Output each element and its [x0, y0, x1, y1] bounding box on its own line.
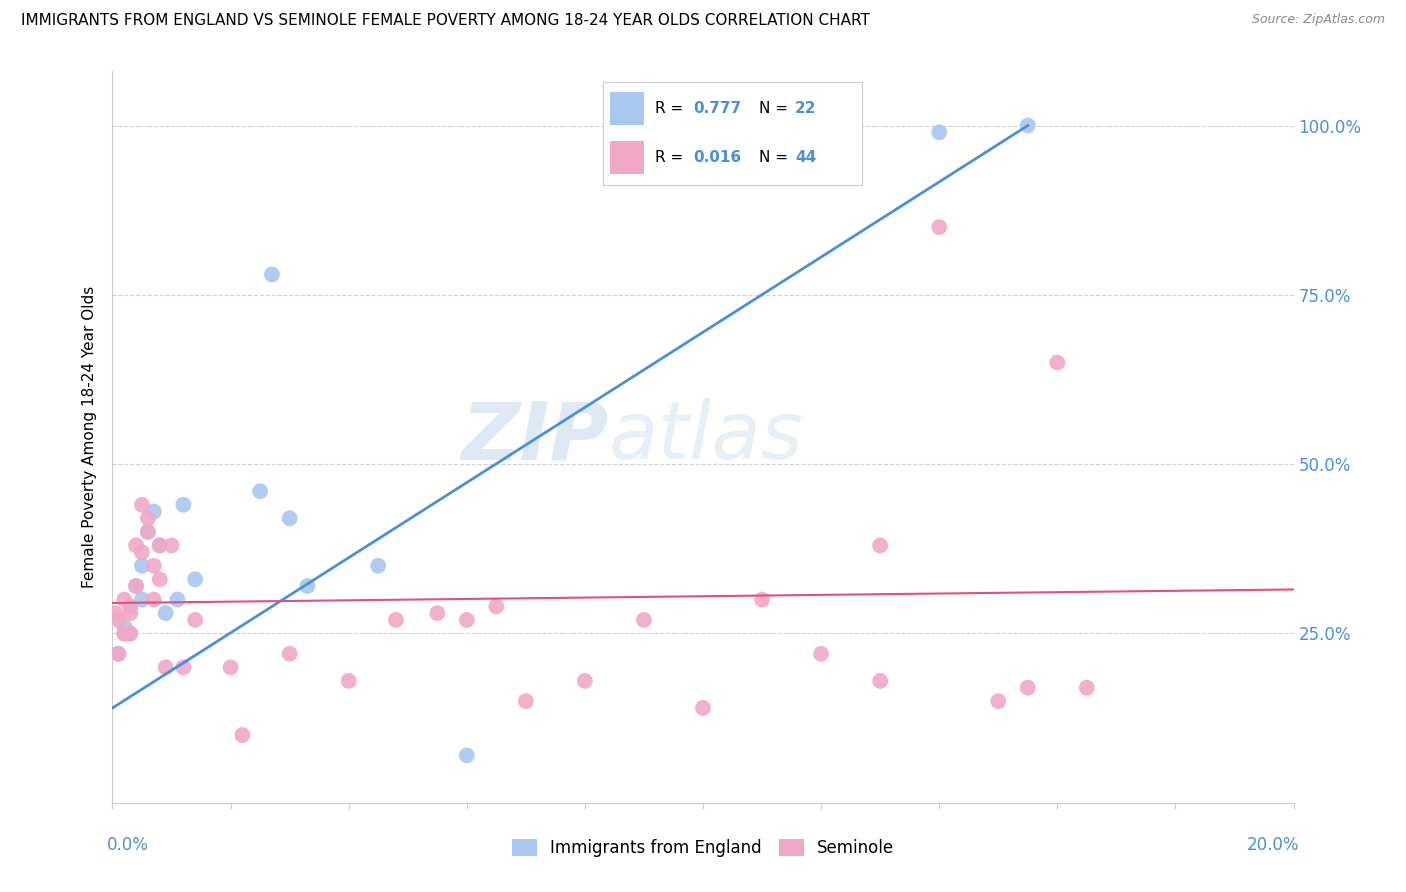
Point	[810, 647, 832, 661]
Text: Source: ZipAtlas.com: Source: ZipAtlas.com	[1251, 13, 1385, 27]
Point	[869, 673, 891, 688]
Point	[107, 647, 129, 661]
Point	[633, 613, 655, 627]
Point	[120, 599, 142, 614]
Point	[751, 592, 773, 607]
FancyBboxPatch shape	[610, 141, 644, 175]
Text: 0.777: 0.777	[693, 101, 742, 116]
Text: 22: 22	[794, 101, 817, 116]
Text: N =: N =	[758, 150, 793, 165]
Point	[125, 579, 148, 593]
Point	[136, 524, 159, 539]
Point	[367, 558, 389, 573]
Point	[166, 592, 188, 607]
Point	[456, 748, 478, 763]
Point	[120, 626, 142, 640]
Point	[456, 613, 478, 627]
Point	[1046, 355, 1069, 369]
Point	[120, 599, 142, 614]
Point	[426, 606, 449, 620]
Point	[184, 572, 207, 586]
Point	[136, 524, 159, 539]
Point	[142, 592, 165, 607]
Text: 0.0%: 0.0%	[107, 836, 149, 854]
Point	[149, 572, 172, 586]
Legend: Immigrants from England, Seminole: Immigrants from England, Seminole	[505, 832, 901, 864]
Point	[515, 694, 537, 708]
Point	[155, 660, 177, 674]
Point	[574, 673, 596, 688]
Point	[278, 511, 301, 525]
Point	[869, 538, 891, 552]
Point	[112, 592, 135, 607]
Point	[1076, 681, 1098, 695]
Text: 44: 44	[794, 150, 815, 165]
Point	[928, 125, 950, 139]
Point	[120, 606, 142, 620]
Point	[142, 558, 165, 573]
Point	[155, 606, 177, 620]
Point	[337, 673, 360, 688]
Point	[136, 511, 159, 525]
Text: 0.016: 0.016	[693, 150, 742, 165]
Text: R =: R =	[655, 101, 688, 116]
Text: IMMIGRANTS FROM ENGLAND VS SEMINOLE FEMALE POVERTY AMONG 18-24 YEAR OLDS CORRELA: IMMIGRANTS FROM ENGLAND VS SEMINOLE FEMA…	[21, 13, 870, 29]
Point	[1017, 681, 1039, 695]
Point	[131, 545, 153, 559]
Point	[249, 484, 271, 499]
Point	[131, 592, 153, 607]
Point	[297, 579, 319, 593]
Point	[104, 606, 127, 620]
Point	[107, 647, 129, 661]
Point	[112, 626, 135, 640]
Point	[131, 558, 153, 573]
Point	[385, 613, 408, 627]
Point	[112, 626, 135, 640]
Point	[172, 660, 194, 674]
Point	[219, 660, 242, 674]
Point	[278, 647, 301, 661]
FancyBboxPatch shape	[610, 92, 644, 126]
Point	[231, 728, 253, 742]
Point	[107, 613, 129, 627]
Point	[1017, 119, 1039, 133]
Point	[149, 538, 172, 552]
Point	[485, 599, 508, 614]
Point	[120, 626, 142, 640]
Text: N =: N =	[758, 101, 793, 116]
Y-axis label: Female Poverty Among 18-24 Year Olds: Female Poverty Among 18-24 Year Olds	[82, 286, 97, 588]
Text: ZIP: ZIP	[461, 398, 609, 476]
Point	[112, 620, 135, 634]
Text: atlas: atlas	[609, 398, 803, 476]
Point	[125, 579, 148, 593]
Text: 20.0%: 20.0%	[1247, 836, 1299, 854]
Point	[928, 220, 950, 235]
Point	[149, 538, 172, 552]
Text: R =: R =	[655, 150, 688, 165]
Point	[184, 613, 207, 627]
Point	[160, 538, 183, 552]
Point	[987, 694, 1010, 708]
Point	[172, 498, 194, 512]
Point	[125, 538, 148, 552]
Point	[692, 701, 714, 715]
Point	[131, 498, 153, 512]
Point	[142, 505, 165, 519]
Point	[260, 268, 283, 282]
